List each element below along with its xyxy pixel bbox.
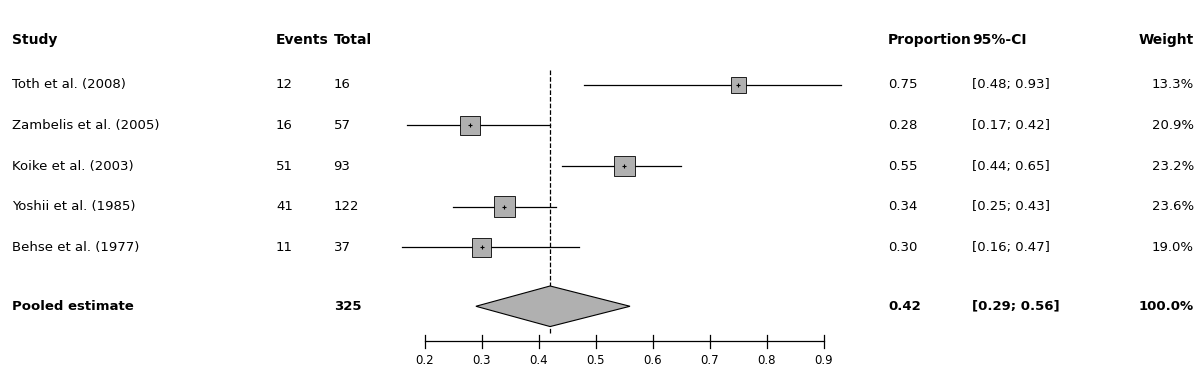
Text: Study: Study bbox=[12, 33, 58, 47]
Text: 16: 16 bbox=[334, 78, 350, 92]
Text: Zambelis et al. (2005): Zambelis et al. (2005) bbox=[12, 119, 160, 132]
Text: 23.2%: 23.2% bbox=[1152, 159, 1194, 173]
Text: Koike et al. (2003): Koike et al. (2003) bbox=[12, 159, 133, 173]
Text: 13.3%: 13.3% bbox=[1152, 78, 1194, 92]
Text: 0.30: 0.30 bbox=[888, 241, 917, 254]
Text: 37: 37 bbox=[334, 241, 350, 254]
Text: 0.5: 0.5 bbox=[587, 354, 605, 367]
Text: 0.3: 0.3 bbox=[473, 354, 491, 367]
Polygon shape bbox=[476, 286, 630, 327]
Text: 23.6%: 23.6% bbox=[1152, 200, 1194, 213]
Text: 0.9: 0.9 bbox=[815, 354, 833, 367]
Text: 95%-CI: 95%-CI bbox=[972, 33, 1026, 47]
Text: 16: 16 bbox=[276, 119, 293, 132]
Text: 0.34: 0.34 bbox=[888, 200, 917, 213]
Text: 0.8: 0.8 bbox=[757, 354, 776, 367]
Text: Weight: Weight bbox=[1139, 33, 1194, 47]
Text: 0.4: 0.4 bbox=[529, 354, 548, 367]
Bar bbox=[461, 116, 480, 135]
Text: [0.25; 0.43]: [0.25; 0.43] bbox=[972, 200, 1050, 213]
Text: 0.7: 0.7 bbox=[701, 354, 719, 367]
Text: 0.28: 0.28 bbox=[888, 119, 917, 132]
Text: 41: 41 bbox=[276, 200, 293, 213]
Bar bbox=[473, 238, 491, 256]
Text: Pooled estimate: Pooled estimate bbox=[12, 300, 133, 313]
Text: 12: 12 bbox=[276, 78, 293, 92]
Text: 122: 122 bbox=[334, 200, 359, 213]
Text: Yoshii et al. (1985): Yoshii et al. (1985) bbox=[12, 200, 136, 213]
Text: 0.2: 0.2 bbox=[415, 354, 434, 367]
Text: 0.75: 0.75 bbox=[888, 78, 918, 92]
Text: [0.17; 0.42]: [0.17; 0.42] bbox=[972, 119, 1050, 132]
Text: 19.0%: 19.0% bbox=[1152, 241, 1194, 254]
Text: 51: 51 bbox=[276, 159, 293, 173]
Text: 11: 11 bbox=[276, 241, 293, 254]
Text: Proportion: Proportion bbox=[888, 33, 972, 47]
Text: Behse et al. (1977): Behse et al. (1977) bbox=[12, 241, 139, 254]
Bar bbox=[731, 77, 746, 93]
Text: [0.16; 0.47]: [0.16; 0.47] bbox=[972, 241, 1050, 254]
Text: Events: Events bbox=[276, 33, 329, 47]
Text: Total: Total bbox=[334, 33, 372, 47]
Text: 57: 57 bbox=[334, 119, 350, 132]
Text: 100.0%: 100.0% bbox=[1139, 300, 1194, 313]
Text: 325: 325 bbox=[334, 300, 361, 313]
Text: [0.29; 0.56]: [0.29; 0.56] bbox=[972, 300, 1060, 313]
Text: 93: 93 bbox=[334, 159, 350, 173]
Text: Toth et al. (2008): Toth et al. (2008) bbox=[12, 78, 126, 92]
Text: 0.6: 0.6 bbox=[643, 354, 662, 367]
Text: [0.48; 0.93]: [0.48; 0.93] bbox=[972, 78, 1050, 92]
Bar bbox=[614, 156, 635, 176]
Bar bbox=[494, 196, 515, 217]
Text: 20.9%: 20.9% bbox=[1152, 119, 1194, 132]
Text: 0.55: 0.55 bbox=[888, 159, 918, 173]
Text: 0.42: 0.42 bbox=[888, 300, 920, 313]
Text: [0.44; 0.65]: [0.44; 0.65] bbox=[972, 159, 1050, 173]
